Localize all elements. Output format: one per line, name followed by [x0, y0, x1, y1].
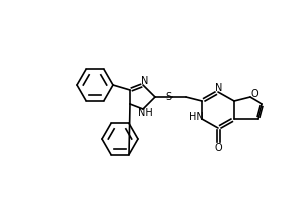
Text: O: O	[250, 89, 258, 99]
Text: N: N	[215, 83, 223, 93]
Text: O: O	[214, 143, 222, 153]
Text: S: S	[165, 92, 171, 102]
Text: N: N	[141, 76, 149, 86]
Text: HN: HN	[189, 112, 203, 122]
Text: NH: NH	[138, 108, 152, 118]
